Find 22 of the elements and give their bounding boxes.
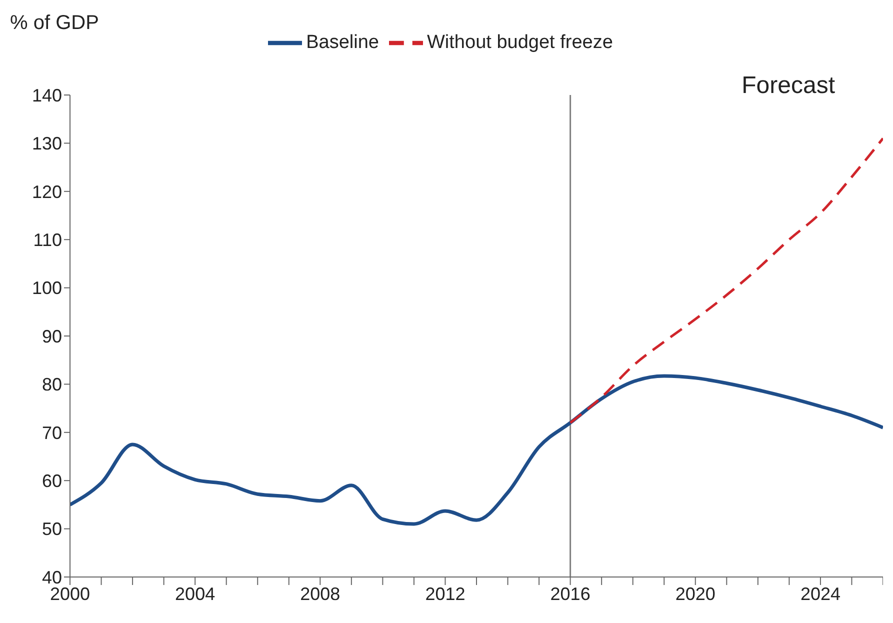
legend-label: Without budget freeze xyxy=(427,32,613,54)
x-tick-label: 2008 xyxy=(300,584,340,604)
y-tick-label: 80 xyxy=(42,374,62,395)
y-tick-label: 60 xyxy=(42,470,62,491)
y-tick-label: 90 xyxy=(42,326,62,346)
line-series xyxy=(70,374,883,526)
y-tick-label: 70 xyxy=(42,422,62,443)
y-tick-label: 50 xyxy=(42,519,62,540)
y-tick-label: 110 xyxy=(33,230,62,250)
y-axis-title: % of GDP xyxy=(10,12,99,35)
y-tick-label: 100 xyxy=(32,278,62,298)
x-tick-label: 2004 xyxy=(175,584,216,604)
y-tick-label: 120 xyxy=(32,182,62,202)
x-tick-label: 2012 xyxy=(425,584,466,604)
x-tick-label: 2024 xyxy=(800,584,840,604)
legend-label: Baseline xyxy=(306,32,379,54)
y-tick-label: 130 xyxy=(32,134,62,154)
y-tick-label: 140 xyxy=(32,85,62,106)
line-series xyxy=(569,137,883,424)
annotation: Forecast xyxy=(742,72,835,100)
x-tick-label: 2016 xyxy=(550,584,590,604)
x-tick-label: 2020 xyxy=(675,584,716,604)
